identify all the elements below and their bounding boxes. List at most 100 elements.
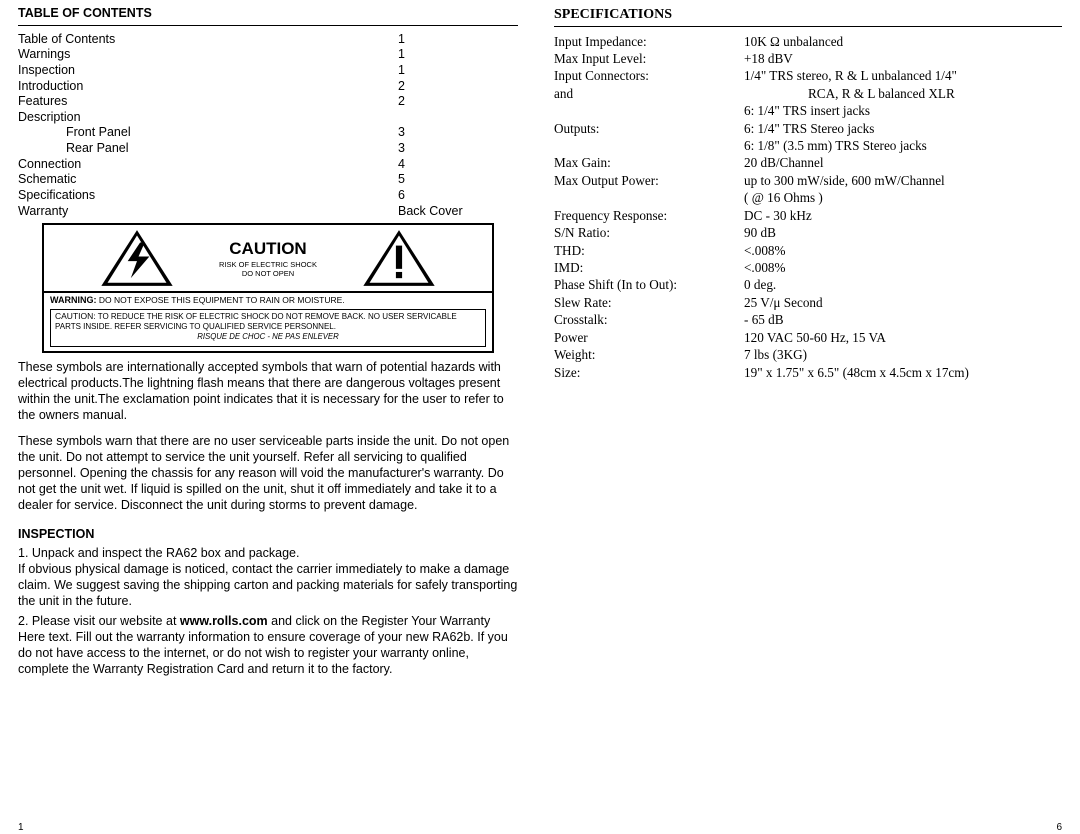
spec-value: 7 lbs (3KG) <box>744 346 1062 363</box>
toc-page: 1 <box>398 32 518 48</box>
spec-row: Phase Shift (In to Out):0 deg. <box>554 276 1062 293</box>
toc-label: Table of Contents <box>18 32 398 48</box>
toc-label: Features <box>18 94 398 110</box>
spec-key: Max Output Power: <box>554 172 744 189</box>
inspection-url: www.rolls.com <box>180 614 268 628</box>
caution-inner-lead: CAUTION: <box>55 311 96 321</box>
toc-page: 6 <box>398 188 518 204</box>
spec-key: Power <box>554 329 744 346</box>
toc-row: Connection4 <box>18 157 518 173</box>
caution-warning-line: WARNING: DO NOT EXPOSE THIS EQUIPMENT TO… <box>44 293 492 309</box>
spec-row: Outputs:6: 1/4" TRS Stereo jacks <box>554 120 1062 137</box>
spec-key <box>554 137 744 154</box>
toc-label: Front Panel <box>18 125 398 141</box>
toc-page: 1 <box>398 47 518 63</box>
spec-key: Outputs: <box>554 120 744 137</box>
caution-panel: CAUTION RISK OF ELECTRIC SHOCK DO NOT OP… <box>42 223 494 353</box>
symbols-paragraph-2: These symbols warn that there are no use… <box>18 433 518 513</box>
toc-rule <box>18 25 518 26</box>
spec-key: IMD: <box>554 259 744 276</box>
caution-center: CAUTION RISK OF ELECTRIC SHOCK DO NOT OP… <box>178 238 358 279</box>
toc-page: Back Cover <box>398 204 518 220</box>
spec-value: 6: 1/4" TRS Stereo jacks <box>744 120 1062 137</box>
toc-label: Warranty <box>18 204 398 220</box>
symbols-paragraph-1: These symbols are internationally accept… <box>18 359 518 423</box>
spec-row: andRCA, R & L balanced XLR <box>554 85 1062 102</box>
spec-row: Input Connectors:1/4" TRS stereo, R & L … <box>554 67 1062 84</box>
spec-value: 10K Ω unbalanced <box>744 33 1062 50</box>
toc-row: WarrantyBack Cover <box>18 204 518 220</box>
toc-page: 4 <box>398 157 518 173</box>
right-page: SPECIFICATIONS Input Impedance:10K Ω unb… <box>554 6 1062 834</box>
inspection-2a: 2. Please visit our website at <box>18 614 180 628</box>
spec-key <box>554 189 744 206</box>
toc-label: Schematic <box>18 172 398 188</box>
specifications-list: Input Impedance:10K Ω unbalancedMax Inpu… <box>554 33 1062 381</box>
toc-row: Features2 <box>18 94 518 110</box>
left-page: TABLE OF CONTENTS Table of Contents1Warn… <box>18 6 518 834</box>
toc-page <box>398 110 518 126</box>
page-number-right: 6 <box>554 822 1062 834</box>
spec-row: Slew Rate:25 V/μ Second <box>554 294 1062 311</box>
caution-top-row: CAUTION RISK OF ELECTRIC SHOCK DO NOT OP… <box>44 225 492 293</box>
spec-value: 25 V/μ Second <box>744 294 1062 311</box>
spec-row: IMD:<.008% <box>554 259 1062 276</box>
spec-row: Max Input Level:+18 dBV <box>554 50 1062 67</box>
toc-label: Inspection <box>18 63 398 79</box>
toc-page: 5 <box>398 172 518 188</box>
warning-lead: WARNING: <box>50 295 97 305</box>
specifications-heading: SPECIFICATIONS <box>554 6 1062 24</box>
spec-value: RCA, R & L balanced XLR <box>744 85 1062 102</box>
spec-value: 6: 1/8" (3.5 mm) TRS Stereo jacks <box>744 137 1062 154</box>
inspection-item-2: 2. Please visit our website at www.rolls… <box>18 613 518 677</box>
spec-row: Frequency Response:DC - 30 kHz <box>554 207 1062 224</box>
spec-row: Crosstalk:- 65 dB <box>554 311 1062 328</box>
toc-page: 3 <box>398 125 518 141</box>
spec-row: 6: 1/8" (3.5 mm) TRS Stereo jacks <box>554 137 1062 154</box>
spec-value: 120 VAC 50-60 Hz, 15 VA <box>744 329 1062 346</box>
spec-key: and <box>554 85 744 102</box>
spec-value: DC - 30 kHz <box>744 207 1062 224</box>
spec-row: 6: 1/4" TRS insert jacks <box>554 102 1062 119</box>
spec-key: Max Input Level: <box>554 50 744 67</box>
toc-label: Rear Panel <box>18 141 398 157</box>
toc-row: Rear Panel3 <box>18 141 518 157</box>
toc-page: 2 <box>398 94 518 110</box>
toc-row: Warnings1 <box>18 47 518 63</box>
spec-value: 20 dB/Channel <box>744 154 1062 171</box>
spec-value: <.008% <box>744 259 1062 276</box>
inspection-heading: INSPECTION <box>18 527 518 543</box>
toc-label: Specifications <box>18 188 398 204</box>
spec-row: Weight:7 lbs (3KG) <box>554 346 1062 363</box>
inspection-item-1: 1. Unpack and inspect the RA62 box and p… <box>18 545 518 609</box>
exclamation-triangle-icon <box>360 227 438 289</box>
spec-key: Input Connectors: <box>554 67 744 84</box>
spec-key: Slew Rate: <box>554 294 744 311</box>
toc-row: Introduction2 <box>18 79 518 95</box>
spec-value: 90 dB <box>744 224 1062 241</box>
toc-row: Schematic5 <box>18 172 518 188</box>
spec-value: ( @ 16 Ohms ) <box>744 189 1062 206</box>
toc-row: Description <box>18 110 518 126</box>
lightning-triangle-icon <box>98 227 176 289</box>
spec-key: Size: <box>554 364 744 381</box>
toc-row: Inspection1 <box>18 63 518 79</box>
spec-rule <box>554 26 1062 27</box>
toc-label: Connection <box>18 157 398 173</box>
spec-key: Weight: <box>554 346 744 363</box>
toc-row: Specifications6 <box>18 188 518 204</box>
spec-value: 6: 1/4" TRS insert jacks <box>744 102 1062 119</box>
spec-row: ( @ 16 Ohms ) <box>554 189 1062 206</box>
spec-key <box>554 102 744 119</box>
spec-key: Input Impedance: <box>554 33 744 50</box>
spec-value: up to 300 mW/side, 600 mW/Channel <box>744 172 1062 189</box>
spec-key: Crosstalk: <box>554 311 744 328</box>
caution-risque: RISQUE DE CHOC - NE PAS ENLEVER <box>55 333 481 342</box>
spec-value: - 65 dB <box>744 311 1062 328</box>
caution-inner-box: CAUTION: TO REDUCE THE RISK OF ELECTRIC … <box>50 309 486 347</box>
spec-row: THD:<.008% <box>554 242 1062 259</box>
toc-row: Table of Contents1 <box>18 32 518 48</box>
toc-page: 3 <box>398 141 518 157</box>
page-number-left: 1 <box>18 822 518 834</box>
spec-key: Phase Shift (In to Out): <box>554 276 744 293</box>
